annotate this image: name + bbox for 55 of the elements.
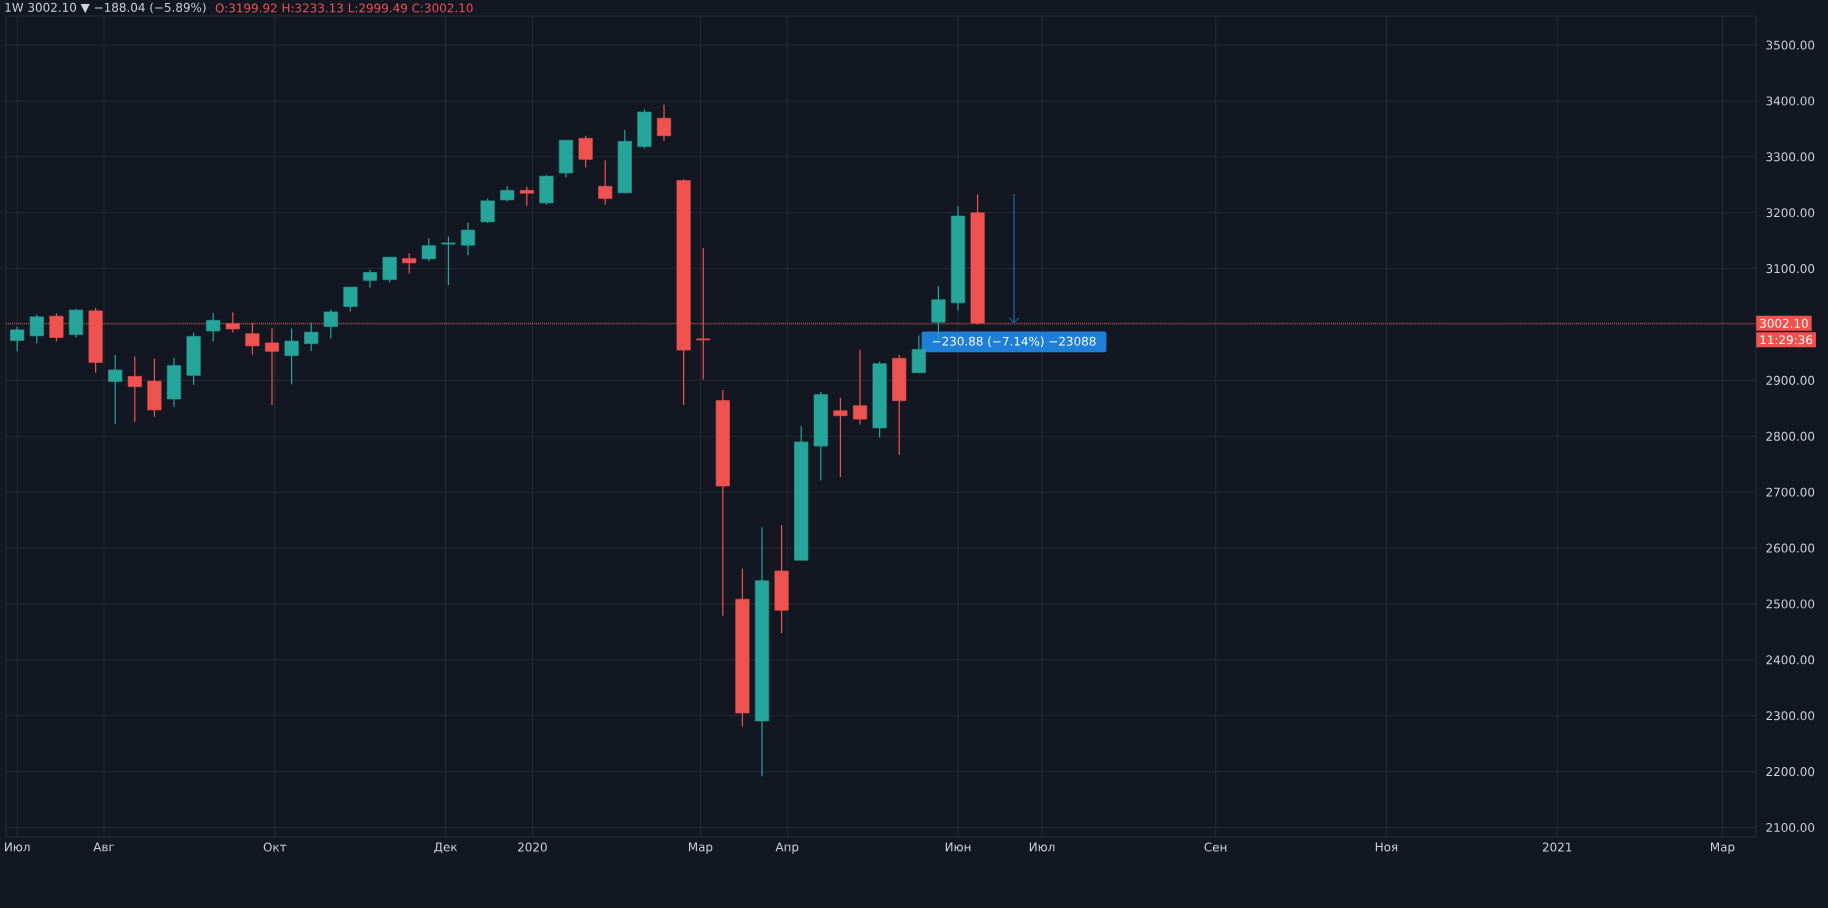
candlestick: [853, 349, 868, 426]
y-tick-label: 2600.00: [1766, 543, 1815, 553]
x-tick-label: Мар: [688, 842, 713, 854]
y-tick-label: 2500.00: [1766, 599, 1815, 609]
y-tick-label: 2300.00: [1766, 711, 1815, 721]
candlestick: [441, 235, 456, 286]
candlestick: [460, 221, 476, 256]
y-tick-label: 3300.00: [1766, 152, 1815, 162]
candlestick: [206, 312, 221, 343]
x-tick-label: Дек: [434, 842, 458, 854]
candlestick: [578, 135, 593, 168]
candlestick: [598, 159, 613, 206]
candlestick: [382, 256, 397, 283]
x-tick-label: Апр: [775, 842, 799, 854]
ref-line-label: 3002.10: [1760, 318, 1808, 328]
x-tick-label: Июн: [945, 842, 971, 852]
text: 11:29:36: [1760, 335, 1813, 345]
x-tick-label: Ноя: [1375, 842, 1398, 852]
candlestick: [519, 185, 534, 207]
y-tick-label: 2800.00: [1766, 431, 1815, 441]
x-tick-label: Окт: [263, 842, 287, 852]
candlestick: [127, 355, 142, 423]
candlestick: [10, 326, 25, 352]
x-tick-label: Июл: [1029, 842, 1055, 852]
chart-title: 1W 3002.10 ▼ −188.04 (−5.89%): [5, 2, 206, 14]
candlestick: [656, 103, 672, 142]
x-tick-label: Июл: [5, 842, 30, 852]
candlestick: [343, 286, 358, 313]
chart-subtitle: O:3199.92 H:3233.13 L:2999.49 C:3002.10: [215, 3, 473, 13]
y-tick-label: 2900.00: [1766, 375, 1815, 385]
y-tick-label: 3500.00: [1766, 40, 1815, 50]
x-tick-label: Мар: [1710, 842, 1735, 854]
y-tick-label: 2100.00: [1766, 822, 1815, 833]
candlestick: [284, 327, 299, 385]
annotation: −230.88 (−7.14%) −23088: [932, 336, 1096, 348]
x-tick-label: 2021: [1542, 842, 1572, 852]
candlestick: [264, 327, 280, 406]
y-tick-label: 2700.00: [1766, 487, 1815, 497]
y-tick-label: 3200.00: [1766, 208, 1815, 218]
candlestick: [29, 313, 44, 344]
candlestick: [833, 397, 848, 478]
candlestick: [421, 237, 436, 262]
y-tick-label: 3100.00: [1766, 264, 1815, 274]
candlestick: [304, 322, 319, 352]
y-tick-label: 3400.00: [1766, 96, 1815, 106]
x-tick-label: Сен: [1204, 842, 1227, 852]
x-tick-label: Авг: [93, 842, 115, 852]
candlestick: [480, 197, 495, 224]
candlestick: [911, 334, 926, 374]
candlestick: [323, 308, 338, 340]
y-tick-label: 2400.00: [1766, 655, 1815, 665]
y-tick-label: 2200.00: [1766, 767, 1815, 777]
x-tick-label: 2020: [518, 842, 547, 852]
candlestick: [108, 354, 123, 425]
candlestick: [402, 252, 417, 275]
